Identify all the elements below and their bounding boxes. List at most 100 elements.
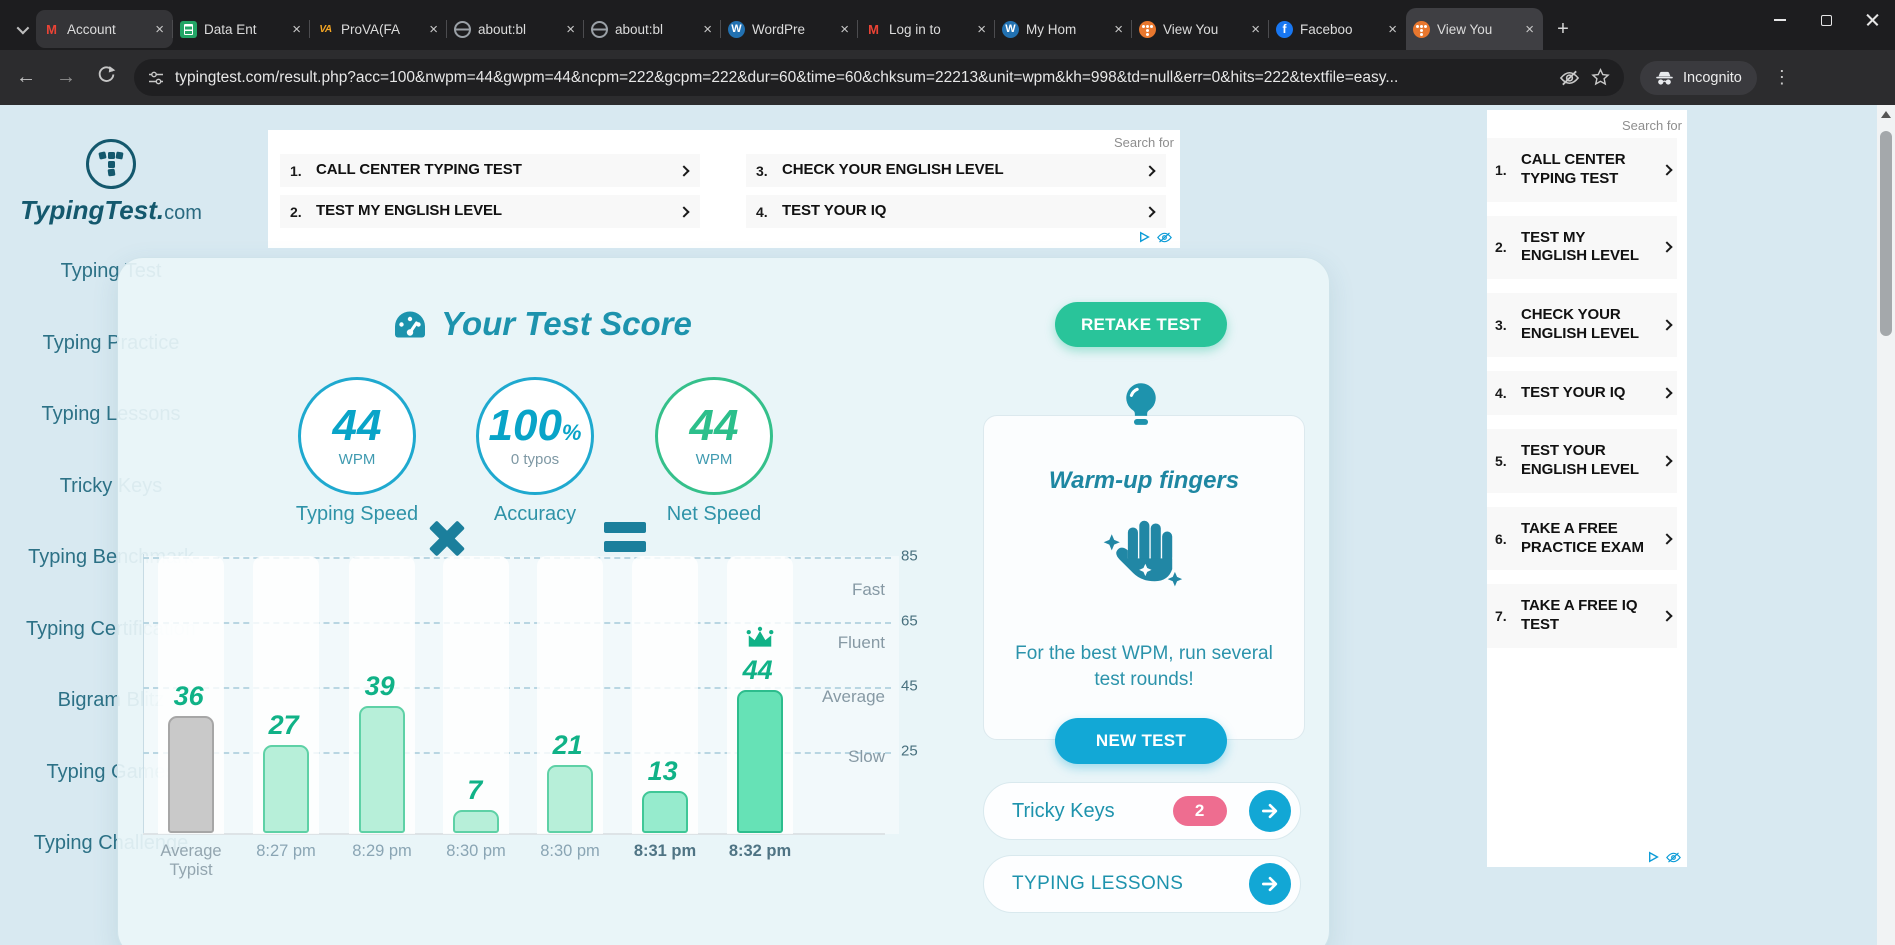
tab-title: View You: [1163, 21, 1219, 37]
ad-link-item[interactable]: 1. CALL CENTER TYPING TEST: [1487, 138, 1677, 202]
tab-close-icon[interactable]: ×: [429, 20, 438, 38]
browser-tab[interactable]: f Faceboo ×: [1268, 10, 1406, 48]
browser-tab[interactable]: M Account ×: [36, 10, 173, 48]
url-text[interactable]: typingtest.com/result.php?acc=100&nwpm=4…: [175, 68, 1399, 86]
chart-baseline: [143, 833, 885, 835]
chart-column-stripe: [632, 556, 698, 834]
retake-test-button[interactable]: RETAKE TEST: [1055, 302, 1227, 347]
scrollbar-thumb[interactable]: [1880, 131, 1892, 336]
ad-link-item[interactable]: 3. CHECK YOUR ENGLISH LEVEL: [746, 154, 1166, 187]
tab-close-icon[interactable]: ×: [155, 20, 164, 38]
tab-close-icon[interactable]: ×: [292, 20, 301, 38]
tab-close-icon[interactable]: ×: [977, 20, 986, 38]
ad-link-item[interactable]: 6. TAKE A FREE PRACTICE EXAM: [1487, 506, 1677, 571]
site-settings-icon[interactable]: [148, 70, 164, 86]
warmup-title: Warm-up fingers: [1048, 467, 1240, 494]
eye-off-icon[interactable]: [1559, 69, 1580, 87]
browser-tab[interactable]: M Log in to ×: [857, 10, 995, 48]
ad-link-item[interactable]: 3. CHECK YOUR ENGLISH LEVEL: [1487, 293, 1677, 357]
speed-level-label: Fluent: [837, 633, 885, 652]
wordpress-favicon: W: [728, 20, 745, 38]
x-axis-label: 8:27 pm: [256, 842, 316, 860]
ad-link-item[interactable]: 4. TEST YOUR IQ: [1487, 370, 1677, 416]
tab-close-icon[interactable]: ×: [1388, 20, 1397, 38]
new-test-button[interactable]: NEW TEST: [1055, 718, 1227, 764]
site-title[interactable]: TypingTest.com: [0, 195, 222, 226]
adchoices[interactable]: [1139, 231, 1172, 243]
tab-title: about:bl: [478, 21, 527, 37]
facebook-favicon: f: [1276, 20, 1293, 38]
tab-close-icon[interactable]: ×: [840, 20, 849, 38]
ad-item-number: 2.: [1495, 239, 1507, 256]
accuracy-label: Accuracy: [493, 503, 577, 525]
browser-menu-button[interactable]: ⋮: [1772, 67, 1791, 87]
tab-close-icon[interactable]: ×: [1114, 20, 1123, 38]
tricky-keys-row[interactable]: Tricky Keys 2: [983, 782, 1301, 840]
tab-title: Faceboo: [1300, 21, 1353, 37]
net-speed-label: Net Speed: [666, 503, 762, 525]
browser-tab[interactable]: W My Hom ×: [994, 10, 1132, 48]
browser-tab[interactable]: about:bl ×: [583, 10, 721, 48]
chevron-right-icon: [1661, 241, 1673, 253]
reload-button[interactable]: [94, 65, 118, 90]
browser-tab[interactable]: about:bl ×: [446, 10, 584, 48]
close-button[interactable]: [1849, 0, 1895, 40]
wordpress-favicon: W: [1002, 20, 1019, 38]
globe-favicon: [454, 20, 471, 38]
address-bar[interactable]: typingtest.com/result.php?acc=100&nwpm=4…: [134, 59, 1624, 96]
incognito-badge: Incognito: [1640, 60, 1757, 95]
tab-close-icon[interactable]: ×: [566, 20, 575, 38]
chevron-right-icon: [1144, 164, 1156, 177]
gridline-45: [143, 686, 891, 689]
browser-tab[interactable]: VA ProVA(FA ×: [309, 10, 447, 48]
ad-item-number: 4.: [1495, 384, 1507, 401]
tab-title: WordPre: [752, 21, 806, 37]
restore-button[interactable]: [1803, 0, 1849, 40]
ad-link-item[interactable]: 1. CALL CENTER TYPING TEST: [280, 154, 700, 187]
bookmark-star-icon[interactable]: [1591, 68, 1610, 87]
tab-close-icon[interactable]: ×: [1251, 20, 1260, 38]
tricky-keys-arrow-button[interactable]: [1249, 790, 1291, 832]
arrow-right-icon: [1262, 876, 1278, 892]
score-heading: Your Test Score: [292, 305, 792, 343]
adchoices-icon: [1649, 851, 1659, 863]
logo-t-icon: [98, 151, 124, 177]
browser-tab[interactable]: View You ×: [1406, 8, 1543, 50]
x-axis-label: Average Typist: [160, 842, 222, 879]
ad-item-number: 1.: [1495, 161, 1507, 178]
tab-close-icon[interactable]: ×: [703, 20, 712, 38]
ad-link-item[interactable]: 5. TEST YOUR ENGLISH LEVEL: [1487, 429, 1677, 493]
x-axis-label: 8:29 pm: [352, 842, 412, 860]
side-ad-items: 1. CALL CENTER TYPING TEST 2. TEST MY ENGLI…: [1487, 138, 1677, 648]
browser-tab[interactable]: View You ×: [1131, 10, 1269, 48]
new-tab-button[interactable]: +: [1557, 17, 1569, 40]
bar-value-label: 13: [647, 756, 678, 786]
adchoices[interactable]: [1648, 851, 1681, 863]
page-scrollbar[interactable]: [1877, 105, 1895, 945]
typing-lessons-arrow-button[interactable]: [1249, 863, 1291, 905]
tab-title: Data Ent: [204, 21, 257, 37]
ad-item-label: TEST YOUR IQ: [1521, 383, 1626, 401]
ad-link-item[interactable]: 7. TAKE A FREE IQ TEST: [1487, 584, 1677, 648]
browser-toolbar: ← → typingtest.com/result.php?acc=100&nw…: [0, 50, 1895, 105]
ad-link-item[interactable]: 2. TEST MY ENGLISH LEVEL: [280, 195, 700, 228]
typos-label: 0 typos: [510, 451, 560, 468]
bar-value-label: 39: [364, 671, 395, 701]
browser-tab[interactable]: Data Ent ×: [172, 10, 310, 48]
globe-favicon: [591, 20, 608, 38]
tab-search-button[interactable]: [6, 12, 36, 46]
browser-tab[interactable]: W WordPre ×: [720, 10, 858, 48]
ad-link-item[interactable]: 2. TEST MY ENGLISH LEVEL: [1487, 215, 1677, 279]
scrollbar-up-arrow[interactable]: [1881, 111, 1891, 118]
ad-link-item[interactable]: 4. TEST YOUR IQ: [746, 195, 1166, 228]
site-name: TypingTest.: [20, 195, 165, 225]
tab-close-icon[interactable]: ×: [1525, 20, 1534, 38]
back-button[interactable]: ←: [16, 66, 36, 88]
typing-lessons-row[interactable]: TYPING LESSONS: [983, 855, 1301, 913]
chart-left-axis: [143, 554, 144, 834]
ad-item-label: TAKE A FREE PRACTICE EXAM: [1521, 519, 1644, 556]
minimize-button[interactable]: [1757, 0, 1803, 40]
typingtest-logo[interactable]: [86, 139, 136, 189]
forward-button[interactable]: →: [56, 66, 76, 88]
chevron-right-icon: [678, 164, 690, 177]
